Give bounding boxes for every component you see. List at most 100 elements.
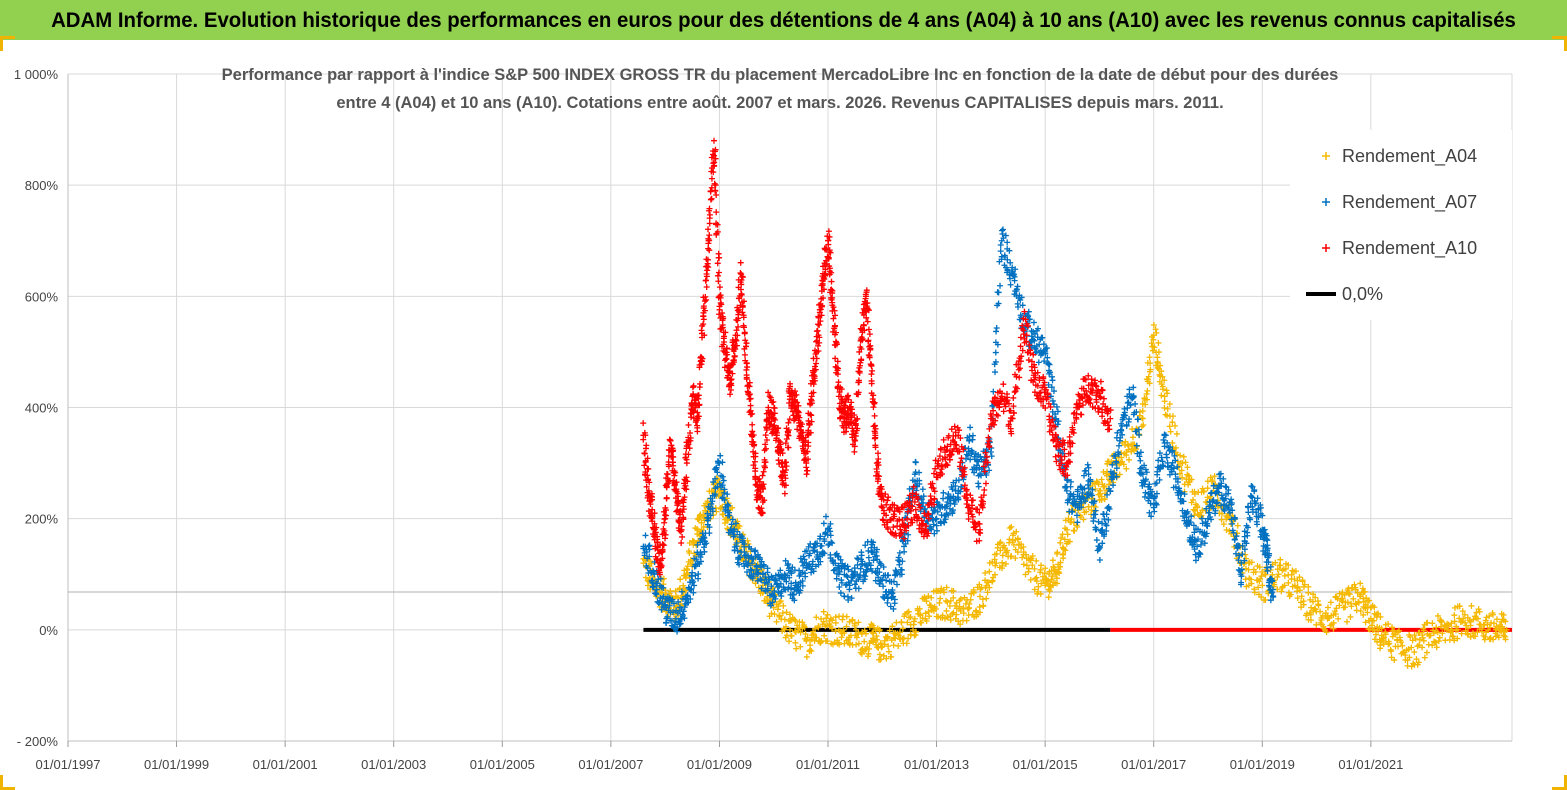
data-point (836, 583, 843, 590)
data-point (1031, 330, 1038, 337)
data-point (714, 272, 721, 279)
data-point (716, 480, 723, 487)
data-point (755, 584, 762, 591)
data-point (1058, 534, 1065, 541)
data-point (999, 230, 1006, 237)
data-point (706, 211, 713, 218)
data-point (1157, 362, 1164, 369)
data-point (1272, 559, 1279, 566)
data-point (1450, 633, 1457, 640)
data-point (1053, 580, 1060, 587)
data-point (1361, 588, 1368, 595)
data-point (760, 561, 767, 568)
data-point (1258, 594, 1265, 601)
data-point (975, 483, 982, 490)
data-point (755, 569, 762, 576)
data-point (1347, 613, 1354, 620)
data-point (1301, 581, 1308, 588)
data-point (758, 585, 765, 592)
data-point (1147, 366, 1154, 373)
data-point (1436, 634, 1443, 641)
data-point (1248, 483, 1255, 490)
data-point (1062, 547, 1069, 554)
data-point (1174, 451, 1181, 458)
data-point (946, 602, 953, 609)
data-point (1447, 629, 1454, 636)
data-point (851, 620, 858, 627)
data-point (1350, 595, 1357, 602)
data-point (1388, 648, 1395, 655)
data-point (989, 578, 996, 585)
data-point (731, 352, 738, 359)
data-point (774, 606, 781, 613)
data-point (913, 628, 920, 635)
data-point (870, 630, 877, 637)
data-point (1158, 368, 1165, 375)
x-tick-label: 01/01/2003 (361, 757, 426, 772)
y-tick-label: - 200% (17, 734, 59, 749)
data-point (650, 568, 657, 575)
data-point (800, 553, 807, 560)
data-point (877, 656, 884, 663)
data-point (1167, 428, 1174, 435)
data-point (745, 560, 752, 567)
data-point (845, 596, 852, 603)
data-point (1064, 531, 1071, 538)
data-point (785, 565, 792, 572)
data-point (1299, 578, 1306, 585)
y-tick-label: 0% (39, 623, 58, 638)
data-point (1184, 464, 1191, 471)
data-point (855, 640, 862, 647)
data-point (927, 602, 934, 609)
data-point (861, 561, 868, 568)
y-tick-label: 1 000% (14, 67, 59, 82)
data-point (977, 593, 983, 600)
x-tick-label: 01/01/1997 (35, 757, 100, 772)
data-point (993, 324, 1000, 331)
data-point (672, 588, 679, 595)
data-point (837, 556, 844, 563)
data-point (797, 629, 804, 636)
data-point (641, 450, 648, 457)
data-point (964, 605, 971, 612)
data-point (836, 641, 843, 648)
data-point (820, 618, 827, 625)
data-point (761, 579, 768, 586)
data-point (664, 613, 671, 620)
data-point (706, 220, 713, 227)
data-point (997, 539, 1004, 546)
data-point (648, 560, 655, 567)
data-point (642, 574, 649, 581)
x-tick-label: 01/01/2013 (904, 757, 969, 772)
data-point (660, 584, 667, 591)
data-point (1391, 657, 1398, 664)
data-point (958, 455, 965, 462)
data-point (993, 411, 1000, 418)
data-point (1433, 644, 1440, 651)
data-point (986, 467, 993, 474)
data-point (1156, 476, 1163, 483)
data-point (1037, 590, 1044, 597)
data-point (1413, 656, 1420, 663)
data-point (1355, 598, 1362, 605)
data-point (1292, 568, 1299, 575)
data-point (1224, 514, 1231, 521)
data-point (1008, 523, 1015, 530)
data-point (667, 587, 674, 594)
data-point (942, 516, 949, 523)
data-point (783, 609, 790, 616)
data-point (813, 614, 820, 621)
data-point (681, 604, 688, 611)
data-point (982, 569, 989, 576)
x-tick-label: 01/01/2007 (578, 757, 643, 772)
data-point (869, 568, 876, 575)
data-point (855, 619, 862, 626)
data-point (1454, 626, 1461, 633)
data-point (773, 618, 780, 625)
data-point (1255, 584, 1262, 591)
data-point (1298, 593, 1305, 600)
data-point (757, 576, 764, 583)
data-point (994, 412, 1001, 419)
data-point (759, 472, 766, 479)
data-point (986, 584, 993, 591)
